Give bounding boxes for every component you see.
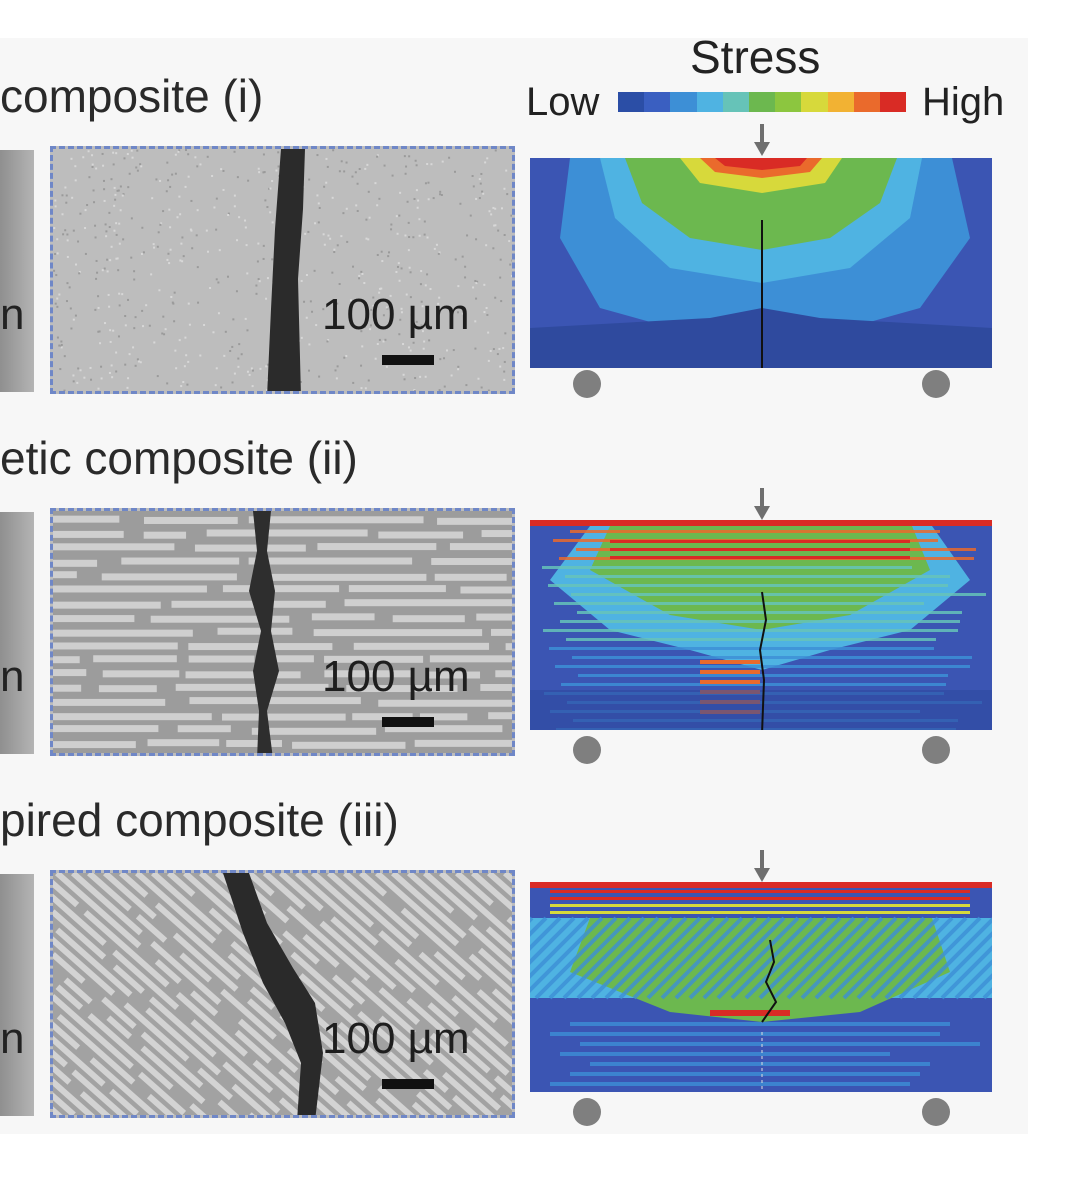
colorbar-swatch	[670, 92, 697, 112]
legend-title: Stress	[690, 31, 821, 83]
support-left-ii	[573, 736, 601, 764]
scale-bar-i	[382, 355, 434, 365]
strip-label-i: n	[0, 290, 25, 339]
colorbar-swatch	[827, 92, 854, 112]
sem-image-iii	[50, 870, 515, 1118]
support-left-i	[573, 370, 601, 398]
scale-label-i: 100 µm	[322, 290, 470, 339]
sem-image-i	[50, 146, 515, 394]
fem-stress-map-ii	[530, 520, 992, 730]
load-arrow-iii	[754, 850, 770, 882]
row-title-i: composite (i)	[0, 70, 264, 122]
colorbar-swatch	[853, 92, 880, 112]
photo-strip-ii	[0, 512, 34, 754]
scale-bar-iii	[382, 1079, 434, 1089]
legend-low-label: Low	[526, 80, 600, 124]
strip-label-iii: n	[0, 1014, 25, 1063]
photo-strip-iii	[0, 874, 34, 1116]
colorbar-swatch	[879, 92, 907, 112]
support-right-iii	[922, 1098, 950, 1126]
colorbar-swatch	[748, 92, 776, 112]
row-title-iii: pired composite (iii)	[0, 794, 399, 846]
scale-label-iii: 100 µm	[322, 1014, 470, 1063]
support-right-ii	[922, 736, 950, 764]
load-arrow-ii	[754, 488, 770, 520]
fem-stress-map-iii	[530, 882, 992, 1092]
colorbar-swatch	[618, 92, 645, 112]
stress-colorbar	[618, 92, 907, 112]
row-title-ii: etic composite (ii)	[0, 432, 358, 484]
strip-label-ii: n	[0, 652, 25, 701]
fem-stress-map-i	[530, 158, 992, 368]
sem-image-ii	[50, 508, 515, 756]
scale-bar-ii	[382, 717, 434, 727]
legend-high-label: High	[922, 80, 1005, 124]
load-arrow-i	[754, 124, 770, 156]
colorbar-swatch	[696, 92, 723, 112]
support-left-iii	[573, 1098, 601, 1126]
colorbar-swatch	[775, 92, 802, 112]
photo-strip-i	[0, 150, 34, 392]
colorbar-swatch	[801, 92, 828, 112]
support-right-i	[922, 370, 950, 398]
scale-label-ii: 100 µm	[322, 652, 470, 701]
colorbar-swatch	[722, 92, 749, 112]
colorbar-swatch	[644, 92, 671, 112]
